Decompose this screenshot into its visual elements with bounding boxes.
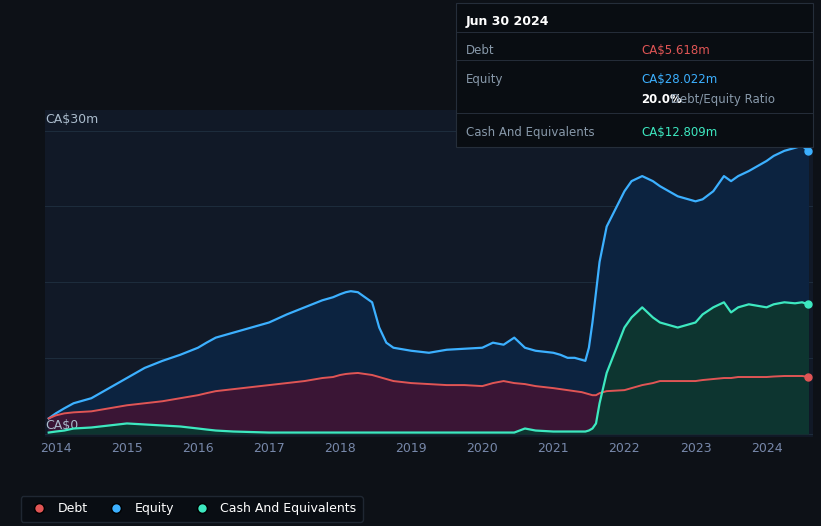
Point — [801, 372, 814, 381]
Text: CA$28.022m: CA$28.022m — [641, 73, 718, 86]
Text: CA$0: CA$0 — [45, 419, 78, 431]
Text: Debt: Debt — [466, 44, 494, 57]
Text: CA$12.809m: CA$12.809m — [641, 126, 718, 139]
Point — [801, 300, 814, 308]
Legend: Debt, Equity, Cash And Equivalents: Debt, Equity, Cash And Equivalents — [21, 496, 363, 522]
Text: Cash And Equivalents: Cash And Equivalents — [466, 126, 594, 139]
Point — [801, 146, 814, 155]
Text: Debt/Equity Ratio: Debt/Equity Ratio — [667, 93, 775, 106]
Text: 20.0%: 20.0% — [641, 93, 682, 106]
Text: Equity: Equity — [466, 73, 503, 86]
Text: CA$5.618m: CA$5.618m — [641, 44, 710, 57]
Text: CA$30m: CA$30m — [45, 113, 99, 126]
Text: Jun 30 2024: Jun 30 2024 — [466, 15, 549, 28]
